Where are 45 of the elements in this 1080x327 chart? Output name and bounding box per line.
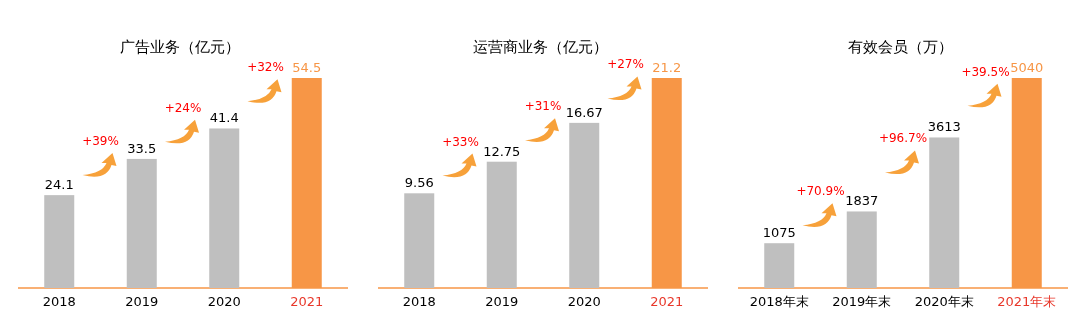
x-tick-label: 2021 bbox=[650, 294, 684, 309]
chart-title: 广告业务（亿元） bbox=[120, 38, 240, 56]
data-label: 33.5 bbox=[127, 140, 157, 156]
bar bbox=[126, 158, 157, 288]
annotation: +96.7% bbox=[878, 131, 928, 146]
annotation: +70.9% bbox=[796, 184, 845, 199]
x-tick-label: 2021 bbox=[290, 294, 324, 309]
x-tick-label: 2019年末 bbox=[832, 294, 892, 309]
x-tick-label: 2019 bbox=[125, 294, 159, 309]
bar bbox=[44, 195, 75, 288]
x-tick-label: 2018 bbox=[402, 294, 436, 309]
data-label: 21.2 bbox=[652, 60, 682, 75]
x-tick-label: 2020 bbox=[207, 294, 241, 309]
x-tick-label: 2020年末 bbox=[914, 294, 974, 309]
text: +32% bbox=[247, 60, 284, 75]
data-label: 3613 bbox=[927, 119, 961, 135]
x-tick-label: 2019 bbox=[485, 294, 519, 309]
chart-title: 运营商业务（亿元） bbox=[472, 38, 608, 56]
data-label: 9.56 bbox=[404, 175, 434, 191]
data-label: 1075 bbox=[762, 225, 796, 241]
bar bbox=[764, 243, 795, 288]
x-tick-label: 2018 bbox=[42, 294, 76, 309]
data-label: 12.75 bbox=[483, 143, 521, 159]
data-label: 24.1 bbox=[44, 177, 74, 193]
chart-title: 有效会员（万） bbox=[847, 38, 953, 56]
annotation: +24% bbox=[164, 100, 202, 115]
bar bbox=[209, 128, 240, 288]
x-tick-label: 2021年末 bbox=[997, 294, 1057, 309]
bar bbox=[486, 161, 517, 288]
bar bbox=[846, 211, 877, 288]
data-label: 54.5 bbox=[292, 60, 322, 75]
data-label: 5040 bbox=[1010, 60, 1044, 75]
data-label: 1837 bbox=[845, 193, 879, 209]
text: +27% bbox=[607, 57, 644, 72]
annotation: +31% bbox=[524, 99, 562, 114]
bar bbox=[404, 193, 435, 288]
annotation: +39.5% bbox=[961, 64, 1010, 79]
x-tick-label: 2018年末 bbox=[749, 294, 809, 309]
data-label: 16.67 bbox=[565, 104, 603, 120]
bar bbox=[929, 137, 960, 288]
x-tick-label: 2020 bbox=[567, 294, 601, 309]
bar bbox=[569, 122, 600, 288]
annotation: +33% bbox=[442, 134, 479, 149]
data-label: 41.4 bbox=[209, 110, 239, 126]
annotation: +39% bbox=[82, 134, 119, 149]
